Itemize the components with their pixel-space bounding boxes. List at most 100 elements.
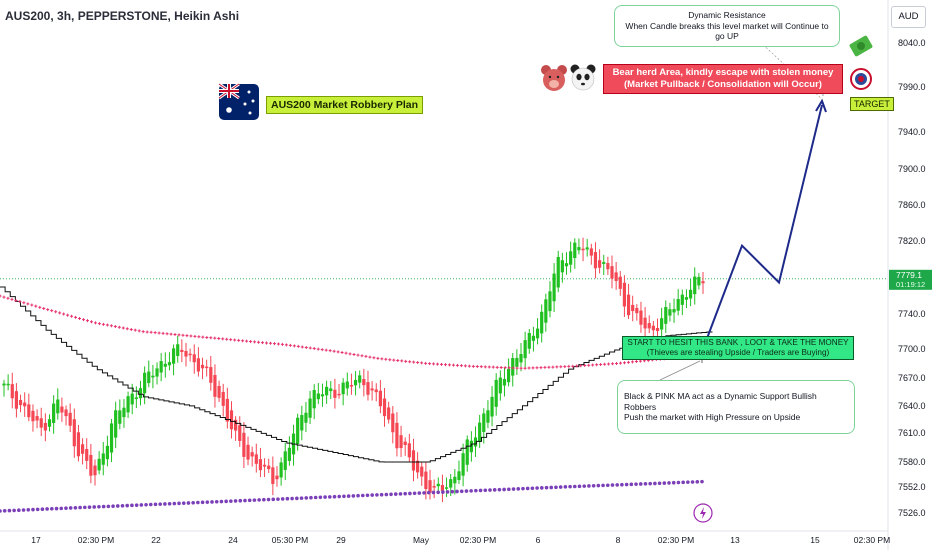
candle-body: [329, 388, 333, 392]
purple-ma-point: [327, 495, 332, 499]
purple-ma-point: [558, 485, 563, 489]
pink-ma-point: [511, 366, 515, 370]
purple-ma-point: [181, 501, 186, 505]
purple-ma-point: [525, 486, 530, 491]
support-note-callout: Black & PINK MA act as a Dynamic Support…: [617, 380, 855, 434]
purple-ma-point: [563, 485, 568, 489]
purple-ma-point: [502, 487, 506, 492]
candle-body: [2, 383, 6, 386]
purple-ma-point: [601, 483, 605, 488]
purple-ma-point: [238, 498, 243, 503]
pink-ma-point: [288, 343, 292, 347]
purple-ma-point: [624, 482, 629, 487]
pink-ma-point: [245, 339, 249, 343]
pink-ma-point: [82, 318, 86, 322]
pink-ma-point: [408, 360, 412, 364]
candle-body: [544, 299, 548, 323]
pink-ma-point: [559, 365, 563, 369]
candle-body: [399, 435, 403, 449]
candle-body: [631, 304, 635, 312]
pink-ma-point: [14, 299, 18, 303]
candle-body: [635, 307, 639, 314]
pink-ma-point: [491, 365, 495, 369]
candle-body: [192, 354, 196, 363]
candle-body: [697, 276, 701, 286]
pink-ma-point: [105, 323, 109, 327]
purple-ma-point: [280, 497, 285, 501]
panda-eye-patch: [584, 73, 590, 81]
purple-ma-point: [431, 490, 436, 495]
candle-body: [602, 262, 606, 264]
candle-body: [519, 354, 523, 363]
purple-ma-point: [106, 504, 111, 509]
start-heist-callout: START TO HESIT THIS BANK , LOOT & TAKE T…: [622, 336, 854, 360]
pink-ma-point: [153, 331, 157, 335]
pink-ma-point: [615, 362, 619, 366]
flag-star: [248, 111, 252, 115]
pink-ma-point: [451, 363, 455, 367]
purple-ma-point: [450, 489, 455, 494]
purple-ma-point: [393, 492, 398, 496]
pink-ma-point: [189, 334, 193, 338]
purple-ma-point: [177, 501, 181, 506]
candle-body: [618, 276, 622, 289]
candle-body: [540, 311, 544, 334]
pink-ma-point: [209, 336, 213, 340]
pink-ma-point: [463, 364, 467, 368]
purple-ma-point: [676, 480, 681, 485]
pink-ma-point: [201, 335, 205, 339]
y-tick-label: 7552.0: [898, 482, 926, 492]
candle-body: [403, 441, 407, 445]
pink-ma-point: [70, 314, 74, 318]
pink-ma-point: [527, 366, 531, 370]
purple-ma-point: [700, 479, 704, 484]
money-symbol: [857, 42, 865, 50]
y-tick-label: 7640.0: [898, 401, 926, 411]
pink-ma-point: [575, 364, 579, 368]
candle-body: [122, 407, 126, 418]
pink-ma-point: [595, 363, 599, 367]
purple-ma-point: [285, 496, 290, 501]
pink-ma-point: [412, 360, 416, 364]
candle-body: [639, 310, 643, 325]
x-tick-label: 02:30 PM: [78, 535, 114, 545]
purple-ma-point: [657, 481, 662, 486]
candle-body: [498, 377, 502, 394]
pink-ma-point: [2, 295, 6, 299]
currency-button[interactable]: AUD: [891, 6, 926, 28]
candle-body: [353, 379, 358, 386]
candle-body: [684, 297, 689, 300]
candle-body: [693, 276, 697, 295]
candle-body: [424, 471, 428, 489]
pink-ma-point: [280, 342, 284, 346]
purple-ma-point: [403, 491, 407, 496]
pink-ma-point: [416, 361, 420, 365]
pink-ma-point: [113, 325, 117, 329]
purple-ma-point: [511, 487, 516, 491]
pink-ma-point: [121, 326, 125, 330]
candle-body: [573, 242, 577, 259]
candle-body: [234, 419, 238, 431]
candle-body: [407, 443, 411, 458]
pink-ma-point: [308, 346, 312, 350]
purple-ma-point: [120, 503, 125, 508]
purple-ma-point: [31, 507, 35, 512]
candle-body: [358, 375, 362, 383]
candle-body: [432, 486, 436, 488]
pink-ma-point: [129, 327, 133, 331]
pink-ma-point: [54, 310, 58, 314]
y-tick-label: 7610.0: [898, 428, 926, 438]
pink-ma-point: [169, 332, 173, 336]
purple-ma-point: [295, 496, 299, 501]
start-heist-line2: (Thieves are stealing Upside / Traders a…: [646, 348, 830, 357]
panda-head: [571, 67, 595, 91]
pink-ma-point: [551, 365, 555, 369]
pink-ma-point: [535, 366, 539, 370]
bear-area-line1: Bear herd Area, kindly escape with stole…: [612, 67, 834, 78]
candle-body: [581, 248, 585, 251]
purple-ma-point: [492, 488, 497, 492]
candle-body: [47, 419, 52, 427]
purple-ma-point: [54, 506, 59, 511]
